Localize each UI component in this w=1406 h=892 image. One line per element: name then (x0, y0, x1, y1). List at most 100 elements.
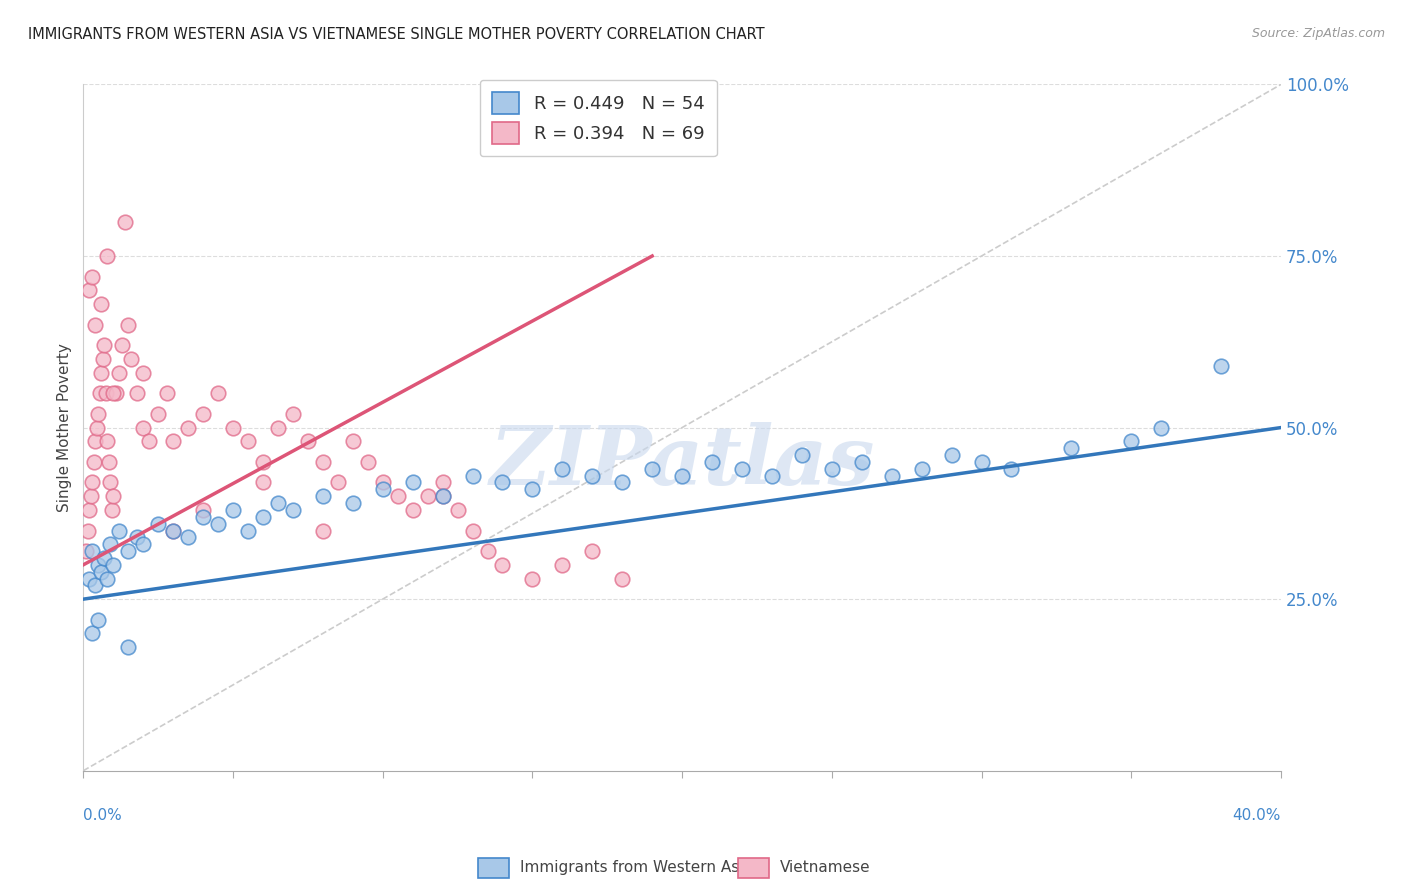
Text: Immigrants from Western Asia: Immigrants from Western Asia (520, 861, 754, 875)
Point (82, 269, 104, 284)
Point (581, 544, 603, 558)
Point (612, 572, 634, 586)
Point (132, 366, 155, 380)
Point (236, 524, 259, 538)
Point (146, 407, 169, 421)
Point (162, 524, 184, 538)
Point (267, 420, 290, 434)
Point (371, 475, 394, 490)
Point (77, 283, 100, 297)
Point (312, 524, 335, 538)
Point (281, 503, 304, 517)
Point (117, 544, 139, 558)
Point (1121, 434, 1143, 449)
Point (236, 434, 259, 449)
Point (90, 565, 112, 579)
Point (446, 503, 468, 517)
Point (191, 407, 214, 421)
Point (82, 544, 104, 558)
Point (941, 448, 963, 462)
Point (96, 434, 118, 449)
Point (880, 468, 903, 483)
Point (551, 462, 574, 476)
Point (342, 434, 364, 449)
Text: Source: ZipAtlas.com: Source: ZipAtlas.com (1251, 27, 1385, 40)
Point (522, 483, 544, 497)
Point (551, 558, 574, 572)
Point (821, 462, 844, 476)
Point (108, 524, 131, 538)
Point (326, 475, 349, 490)
Point (97, 455, 120, 469)
Point (671, 468, 693, 483)
Point (461, 524, 484, 538)
Point (191, 509, 214, 524)
Point (357, 455, 380, 469)
Point (416, 489, 439, 503)
Point (162, 434, 184, 449)
Point (1209, 359, 1232, 373)
Point (222, 420, 245, 434)
Point (612, 475, 634, 490)
Point (281, 407, 304, 421)
Point (252, 455, 274, 469)
Point (86, 420, 108, 434)
Point (156, 386, 179, 401)
Point (162, 524, 184, 538)
Point (146, 516, 169, 531)
Point (432, 489, 454, 503)
Point (700, 455, 723, 469)
Point (90, 297, 112, 311)
Point (132, 537, 155, 551)
Point (207, 516, 229, 531)
Point (103, 489, 125, 503)
Point (87, 613, 110, 627)
Point (297, 434, 319, 449)
Point (911, 462, 934, 476)
Text: IMMIGRANTS FROM WESTERN ASIA VS VIETNAMESE SINGLE MOTHER POVERTY CORRELATION CHA: IMMIGRANTS FROM WESTERN ASIA VS VIETNAME… (28, 27, 765, 42)
Point (342, 496, 364, 510)
Point (790, 448, 813, 462)
Point (96, 249, 118, 263)
Point (84, 434, 107, 449)
Point (252, 509, 274, 524)
Point (127, 530, 149, 544)
Point (522, 572, 544, 586)
Point (1060, 441, 1083, 455)
Point (132, 420, 155, 434)
Point (108, 366, 131, 380)
Point (83, 455, 105, 469)
Point (96, 572, 118, 586)
Point (76, 524, 98, 538)
Point (82, 475, 104, 490)
Point (177, 530, 200, 544)
Point (80, 489, 103, 503)
Point (401, 503, 423, 517)
Point (117, 318, 139, 332)
Point (491, 558, 513, 572)
Point (77, 503, 100, 517)
Text: 40.0%: 40.0% (1233, 808, 1281, 823)
Point (1150, 420, 1173, 434)
Text: 0.0%: 0.0% (83, 808, 122, 823)
Point (491, 475, 513, 490)
Point (970, 455, 993, 469)
Point (82, 626, 104, 640)
Text: Vietnamese: Vietnamese (780, 861, 870, 875)
Point (127, 386, 149, 401)
Point (138, 434, 160, 449)
Point (89, 386, 111, 401)
Point (461, 468, 484, 483)
Point (84, 578, 107, 592)
Point (75, 544, 97, 558)
Point (103, 386, 125, 401)
Point (432, 489, 454, 503)
Point (177, 420, 200, 434)
Point (851, 455, 873, 469)
Point (90, 366, 112, 380)
Point (222, 503, 245, 517)
Point (312, 455, 335, 469)
Point (761, 468, 783, 483)
Point (84, 318, 107, 332)
Point (207, 386, 229, 401)
